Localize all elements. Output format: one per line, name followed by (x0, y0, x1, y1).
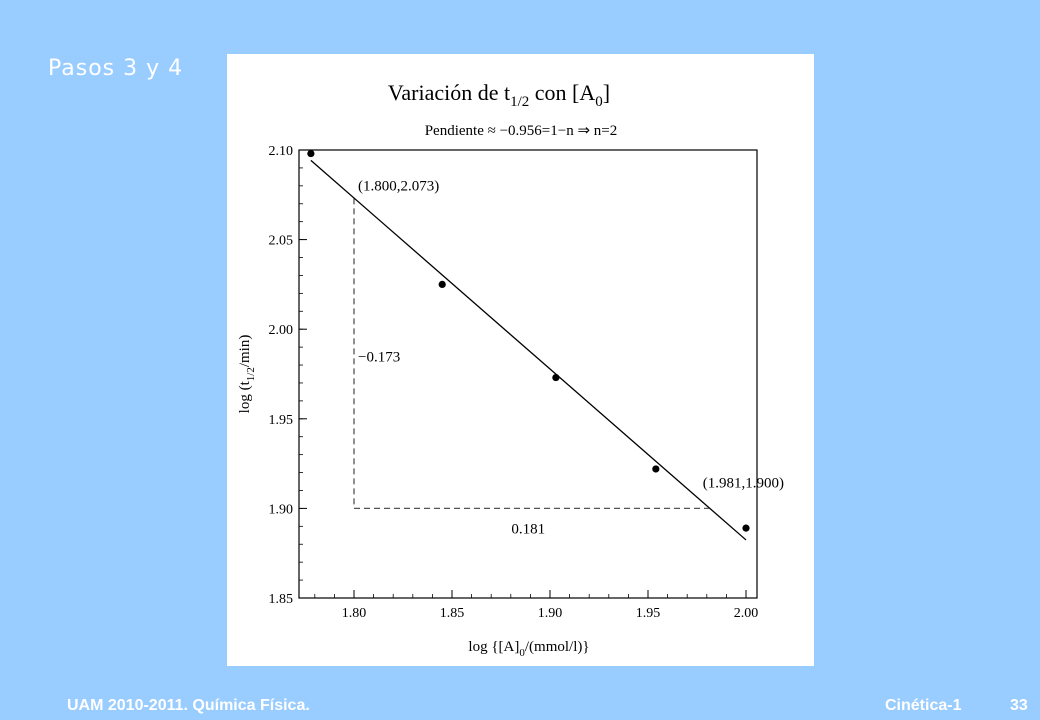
y-tick-label: 2.00 (269, 323, 294, 338)
chart-svg: Variación de t1/2 con [A0] Pendiente ≈ −… (237, 80, 784, 659)
y-tick-label: 1.95 (269, 413, 294, 428)
x-tick-label: 1.95 (636, 606, 661, 621)
annotation-delta-x: 0.181 (511, 521, 545, 537)
y-axis-label: log (t1/2/min) (237, 335, 257, 414)
data-point (552, 373, 560, 382)
annotation-point-1: (1.800,2.073) (358, 178, 439, 194)
chart-subtitle: Pendiente ≈ −0.956=1−n ⇒ n=2 (425, 123, 618, 139)
y-tick-label: 1.85 (269, 592, 294, 607)
x-tick-label: 1.80 (342, 606, 367, 621)
y-tick-label: 2.05 (269, 234, 294, 249)
fit-line (310, 159, 747, 541)
x-tick-label: 2.00 (734, 606, 759, 621)
annotation-delta-y: −0.173 (358, 349, 400, 365)
y-tick-label: 1.90 (269, 502, 294, 517)
footer-course: UAM 2010-2011. Química Física. (67, 697, 310, 714)
x-tick-label: 1.90 (538, 606, 563, 621)
data-point (652, 465, 660, 473)
data-point (742, 524, 750, 532)
footer-page-number: 33 (1010, 697, 1028, 714)
footer-section: Cinética-1 (885, 697, 962, 714)
chart-title: Variación de t1/2 con [A0] (388, 80, 610, 110)
data-point (438, 280, 446, 288)
x-tick-label: 1.85 (440, 606, 465, 621)
plot-frame (298, 149, 758, 599)
data-point (307, 149, 315, 158)
x-axis-label: log {[A]0/(mmol/l)} (468, 639, 589, 659)
annotation-point-2: (1.981,1.900) (703, 475, 784, 491)
chart-panel: Variación de t1/2 con [A0] Pendiente ≈ −… (227, 54, 814, 666)
y-tick-label: 2.10 (269, 144, 294, 159)
slide-title: Pasos 3 y 4 (48, 56, 184, 81)
